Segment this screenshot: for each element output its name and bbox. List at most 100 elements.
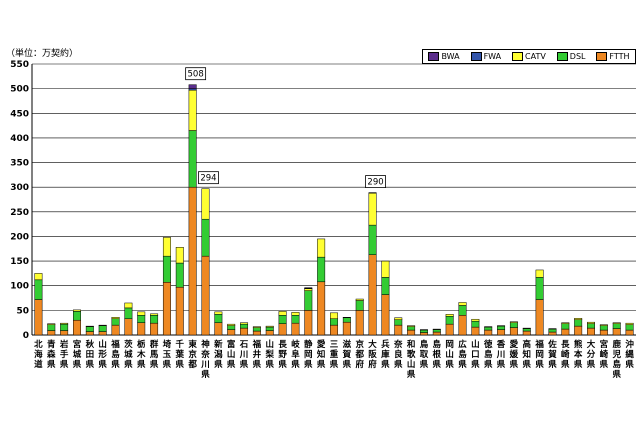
bar-segment-dsl <box>214 314 223 323</box>
bar-segment-catv <box>34 273 43 281</box>
x-tick-label-char: 山 <box>407 359 416 370</box>
x-tick-label-char: 県 <box>291 359 300 370</box>
x-tick-label-char: 県 <box>458 359 467 370</box>
x-tick-label-char: 県 <box>484 359 493 370</box>
y-tick-label: 300 <box>10 183 29 193</box>
x-tick-label-char: 道 <box>34 359 43 370</box>
x-tick-label-char: 島 <box>111 349 120 360</box>
x-tick-label-char: 県 <box>471 359 480 370</box>
x-tick-label-char: 田 <box>86 350 95 360</box>
bar-segment-dsl <box>342 317 351 323</box>
bar-segment-dsl <box>175 262 184 288</box>
bar-segment-catv <box>124 302 133 309</box>
bar-segment-bwa <box>188 84 197 89</box>
bar-segment-dsl <box>111 318 120 326</box>
bar-segment-dsl <box>407 326 416 331</box>
bar-segment-ftth <box>419 332 428 336</box>
legend-swatch-bwa <box>428 52 440 61</box>
x-tick-label-char: 庫 <box>381 349 390 360</box>
legend-item-dsl: DSL <box>556 52 585 61</box>
x-tick-label-char: 県 <box>227 359 236 370</box>
x-tick-label-char: 根 <box>433 349 442 360</box>
bar-segment-ftth <box>227 329 236 336</box>
unit-label: （単位：万契約） <box>6 49 79 59</box>
bar-segment-catv <box>60 322 69 325</box>
bar-segment-ftth <box>484 329 493 336</box>
bar-segment-dsl <box>574 319 583 327</box>
x-tick-label-char: 県 <box>381 359 390 370</box>
x-tick-label-char: 岡 <box>445 340 454 350</box>
x-tick-label-char: 山 <box>471 339 480 350</box>
bar-segment-catv <box>355 298 364 301</box>
bar-segment-catv <box>381 260 390 278</box>
bar-segment-catv <box>47 323 56 325</box>
bar-segment-catv <box>561 322 570 324</box>
bar-segment-ftth <box>124 318 133 336</box>
x-tick-label-char: 山 <box>227 349 236 360</box>
bar-segment-ftth <box>214 322 223 336</box>
x-tick-label-char: 県 <box>433 359 442 370</box>
x-tick-label-char: 県 <box>343 359 352 370</box>
legend-item-ftth: FTTH <box>596 52 630 61</box>
x-tick-label-char: 海 <box>34 349 43 360</box>
x-tick-label-char: 県 <box>561 359 570 370</box>
x-tick-label-char: 玉 <box>163 350 172 360</box>
bar-segment-catv <box>137 311 146 316</box>
y-tick-label: 500 <box>10 85 29 95</box>
x-tick-label-char: 神 <box>201 339 210 350</box>
x-tick-label-char: 県 <box>497 359 506 370</box>
y-tick-label: 200 <box>10 232 29 242</box>
bar-segment-ftth <box>240 327 249 336</box>
bar-segment-catv <box>252 326 261 328</box>
bar-segment-dsl <box>509 322 518 328</box>
bar-segment-ftth <box>368 254 377 336</box>
x-tick-label-char: 滋 <box>343 339 352 350</box>
bar-segment-ftth <box>111 324 120 336</box>
bar-segment-ftth <box>73 319 81 336</box>
x-tick-label-char: 賀 <box>547 349 557 360</box>
bar-segment-dsl <box>47 324 56 331</box>
x-tick-label-char: 縄 <box>625 349 634 360</box>
x-tick-label-char: 高 <box>523 339 532 350</box>
x-tick-label-char: 徳 <box>483 339 493 350</box>
y-tick-label: 450 <box>10 109 29 119</box>
legend-label-fwa: FWA <box>483 52 502 61</box>
legend-label-ftth: FTTH <box>609 52 630 61</box>
x-tick-label-char: 県 <box>214 359 223 370</box>
x-tick-label-char: 奈 <box>393 339 403 350</box>
x-tick-label-char: 川 <box>200 360 210 370</box>
x-tick-label-char: 県 <box>510 359 519 370</box>
bar-segment-ftth <box>162 282 171 336</box>
x-tick-label-char: 島 <box>612 359 621 370</box>
bar-segment-ftth <box>317 281 326 336</box>
bar-segment-dsl <box>330 318 338 326</box>
bar-segment-dsl <box>60 323 69 331</box>
bar-segment-dsl <box>252 327 261 332</box>
x-tick-label-char: 府 <box>368 359 377 370</box>
x-tick-label-char: 県 <box>317 359 326 370</box>
x-tick-label-char: 県 <box>278 359 287 370</box>
bar-segment-catv <box>291 312 300 316</box>
bar-segment-ftth <box>497 329 506 336</box>
x-tick-label-char: 広 <box>458 339 467 350</box>
x-tick-label-char: 県 <box>445 359 454 370</box>
x-tick-label-char: 県 <box>587 359 596 370</box>
x-tick-label-char: 栃 <box>137 339 146 350</box>
legend-item-catv: CATV <box>512 52 546 61</box>
x-tick-label-char: 県 <box>137 359 146 370</box>
bar-segment-dsl <box>291 315 300 324</box>
bar-segment-dsl <box>484 326 493 331</box>
bar-segment-catv <box>574 317 583 320</box>
x-tick-label-char: 県 <box>176 359 185 370</box>
x-tick-label-char: 媛 <box>509 349 519 360</box>
legend-swatch-catv <box>512 52 524 61</box>
bar-segment-dsl <box>34 279 43 300</box>
x-tick-label-char: 愛 <box>510 339 519 350</box>
x-tick-label-char: 和 <box>407 339 416 350</box>
x-tick-label-char: 分 <box>587 349 596 360</box>
x-tick-label-char: 鹿 <box>611 339 621 350</box>
bar-segment-catv <box>612 322 621 324</box>
bar-segment-catv <box>587 321 595 324</box>
x-tick-label-char: 良 <box>394 349 403 360</box>
legend-label-bwa: BWA <box>441 52 460 61</box>
